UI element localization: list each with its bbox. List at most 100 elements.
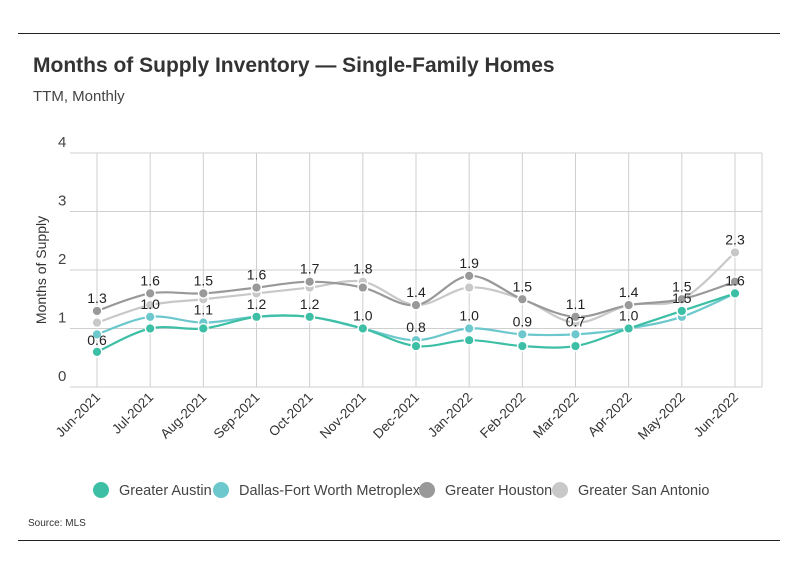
chart-title: Months of Supply Inventory — Single-Fami…	[33, 54, 555, 77]
data-label-bottom: 0.9	[513, 313, 533, 329]
data-point-dallas-fort-worth-metroplex	[516, 328, 528, 340]
data-label-top: 1.5	[513, 278, 533, 294]
data-label-top: 1.3	[87, 290, 107, 306]
y-tick-label: 2	[58, 251, 66, 268]
data-point-greater-houston	[623, 299, 635, 311]
data-label-top: 1.1	[566, 296, 586, 312]
data-label-bottom: 1.5	[672, 290, 692, 306]
data-point-greater-san-antonio	[91, 317, 103, 329]
data-label-top: 2.3	[725, 231, 745, 247]
data-label-bottom: 1.2	[247, 296, 267, 312]
y-axis-label: Months of Supply	[33, 216, 49, 324]
data-point-greater-houston	[144, 287, 156, 299]
data-point-greater-houston	[729, 276, 741, 288]
data-label-top: 1.5	[672, 278, 692, 294]
y-tick-label: 4	[58, 134, 66, 151]
data-point-greater-san-antonio	[463, 282, 475, 294]
series-greater-houston	[91, 270, 741, 323]
data-label-bottom: 1.0	[353, 308, 373, 324]
data-label-top: 1.7	[300, 261, 320, 277]
data-point-greater-houston	[250, 282, 262, 294]
data-point-greater-austin	[729, 287, 741, 299]
data-point-greater-houston	[304, 276, 316, 288]
data-label-bottom: 1.2	[300, 296, 320, 312]
data-point-greater-houston	[516, 293, 528, 305]
series-greater-austin	[91, 287, 741, 358]
data-point-greater-houston	[91, 305, 103, 317]
bottom-rule	[18, 540, 780, 541]
legend-swatch-greater-houston	[419, 482, 435, 498]
data-point-greater-san-antonio	[144, 299, 156, 311]
legend-item-greater-houston: Greater Houston	[419, 482, 552, 499]
x-tick-label: Jan-2022	[425, 390, 475, 440]
legend-label-greater-houston: Greater Houston	[445, 483, 552, 499]
data-point-greater-austin	[357, 323, 369, 335]
data-label-top: 1.6	[140, 272, 160, 288]
data-label-bottom: 0.7	[566, 313, 586, 329]
data-point-greater-houston	[570, 311, 582, 323]
x-tick-label: Jun-2021	[53, 390, 103, 440]
x-tick-label: Nov-2021	[317, 390, 369, 442]
data-label-bottom: 1.6	[725, 273, 745, 289]
y-tick-label: 0	[58, 368, 66, 385]
legend-swatch-dallas-fort-worth-metroplex	[213, 482, 229, 498]
data-point-greater-houston	[410, 299, 422, 311]
data-label-bottom: 1.0	[459, 308, 479, 324]
data-label-top: 1.8	[353, 261, 373, 277]
x-tick-label: Jun-2022	[691, 390, 741, 440]
data-point-greater-houston	[676, 293, 688, 305]
data-point-greater-san-antonio	[729, 246, 741, 258]
x-tick-label: Sep-2021	[211, 390, 263, 442]
data-label-bottom: 1.0	[619, 308, 639, 324]
data-point-greater-austin	[676, 305, 688, 317]
data-label-top: 1.5	[194, 272, 214, 288]
y-tick-label: 3	[58, 193, 66, 210]
x-tick-label: Mar-2022	[530, 390, 581, 441]
data-point-dallas-fort-worth-metroplex	[463, 323, 475, 335]
legend-label-greater-austin: Greater Austin	[119, 483, 212, 499]
data-label-top: 1.9	[459, 255, 479, 271]
x-tick-label: Feb-2022	[477, 390, 528, 441]
data-point-greater-austin	[304, 311, 316, 323]
x-tick-label: Apr-2022	[585, 390, 635, 440]
data-label-top: 1.6	[247, 267, 267, 283]
x-tick-label: Jul-2021	[109, 390, 156, 437]
data-label-top: 1.4	[406, 284, 426, 300]
data-point-dallas-fort-worth-metroplex	[570, 328, 582, 340]
data-point-greater-houston	[463, 270, 475, 282]
legend-label-dallas-fort-worth-metroplex: Dallas-Fort Worth Metroplex	[239, 483, 421, 499]
data-point-greater-austin	[144, 323, 156, 335]
x-tick-label: Oct-2021	[266, 390, 316, 440]
data-point-dallas-fort-worth-metroplex	[91, 328, 103, 340]
legend-item-greater-san-antonio: Greater San Antonio	[552, 482, 709, 499]
data-point-greater-austin	[623, 323, 635, 335]
data-point-greater-houston	[197, 287, 209, 299]
data-point-greater-austin	[91, 346, 103, 358]
data-point-greater-austin	[570, 340, 582, 352]
legend-swatch-greater-austin	[93, 482, 109, 498]
data-label-bottom: 0.8	[406, 319, 426, 335]
legend-item-dallas-fort-worth-metroplex: Dallas-Fort Worth Metroplex	[213, 482, 421, 499]
data-label-bottom: 1.0	[140, 296, 160, 312]
data-point-greater-austin	[463, 334, 475, 346]
data-point-dallas-fort-worth-metroplex	[144, 311, 156, 323]
data-point-greater-houston	[357, 282, 369, 294]
legend-label-greater-san-antonio: Greater San Antonio	[578, 483, 709, 499]
data-label-top: 1.4	[619, 284, 639, 300]
data-label-bottom: 1.1	[194, 302, 214, 318]
data-point-greater-austin	[516, 340, 528, 352]
y-tick-label: 1	[58, 310, 66, 327]
top-rule	[18, 33, 780, 34]
legend-item-greater-austin: Greater Austin	[93, 482, 212, 499]
x-tick-label: May-2022	[635, 390, 688, 443]
data-point-greater-austin	[410, 340, 422, 352]
data-label-bottom: 0.6	[87, 332, 107, 348]
data-point-greater-austin	[197, 323, 209, 335]
x-tick-label: Aug-2021	[157, 390, 209, 442]
data-point-greater-austin	[250, 311, 262, 323]
legend-swatch-greater-san-antonio	[552, 482, 568, 498]
chart-subtitle: TTM, Monthly	[33, 88, 125, 105]
source-note: Source: MLS	[28, 518, 86, 529]
x-tick-label: Dec-2021	[370, 390, 422, 442]
